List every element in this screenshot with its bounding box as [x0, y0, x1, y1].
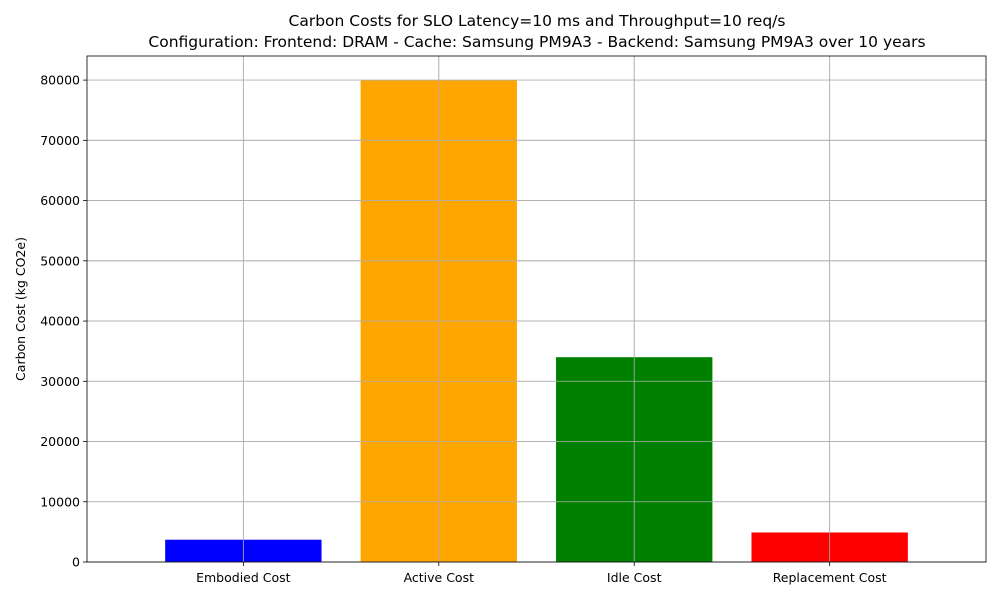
y-tick-label: 30000	[40, 374, 80, 389]
x-tick-label: Active Cost	[404, 570, 475, 585]
y-tick-label: 80000	[40, 73, 80, 88]
plot-frame	[86, 55, 987, 563]
y-tick-label: 60000	[40, 193, 80, 208]
chart-title-line-1: Carbon Costs for SLO Latency=10 ms and T…	[289, 12, 786, 30]
y-tick-label: 40000	[40, 314, 80, 329]
y-tick-label: 0	[72, 555, 80, 570]
grid-layer	[87, 56, 986, 563]
grid-overlay	[87, 56, 986, 563]
y-axis-label: Carbon Cost (kg CO2e)	[13, 237, 28, 381]
axes-layer	[86, 55, 987, 563]
x-tick-label: Idle Cost	[607, 570, 662, 585]
x-tick-label: Replacement Cost	[773, 570, 887, 585]
y-tick-label: 50000	[40, 253, 80, 268]
ticks-layer: 0 10000 20000 30000 40000 50000 60000 70000 8000…	[40, 73, 886, 585]
chart-title-line-2: Configuration: Frontend: DRAM - Cache: S…	[148, 33, 925, 51]
y-tick-label: 10000	[40, 494, 80, 509]
y-tick-label: 70000	[40, 133, 80, 148]
y-tick-label: 20000	[40, 434, 80, 449]
x-tick-label: Embodied Cost	[196, 570, 291, 585]
